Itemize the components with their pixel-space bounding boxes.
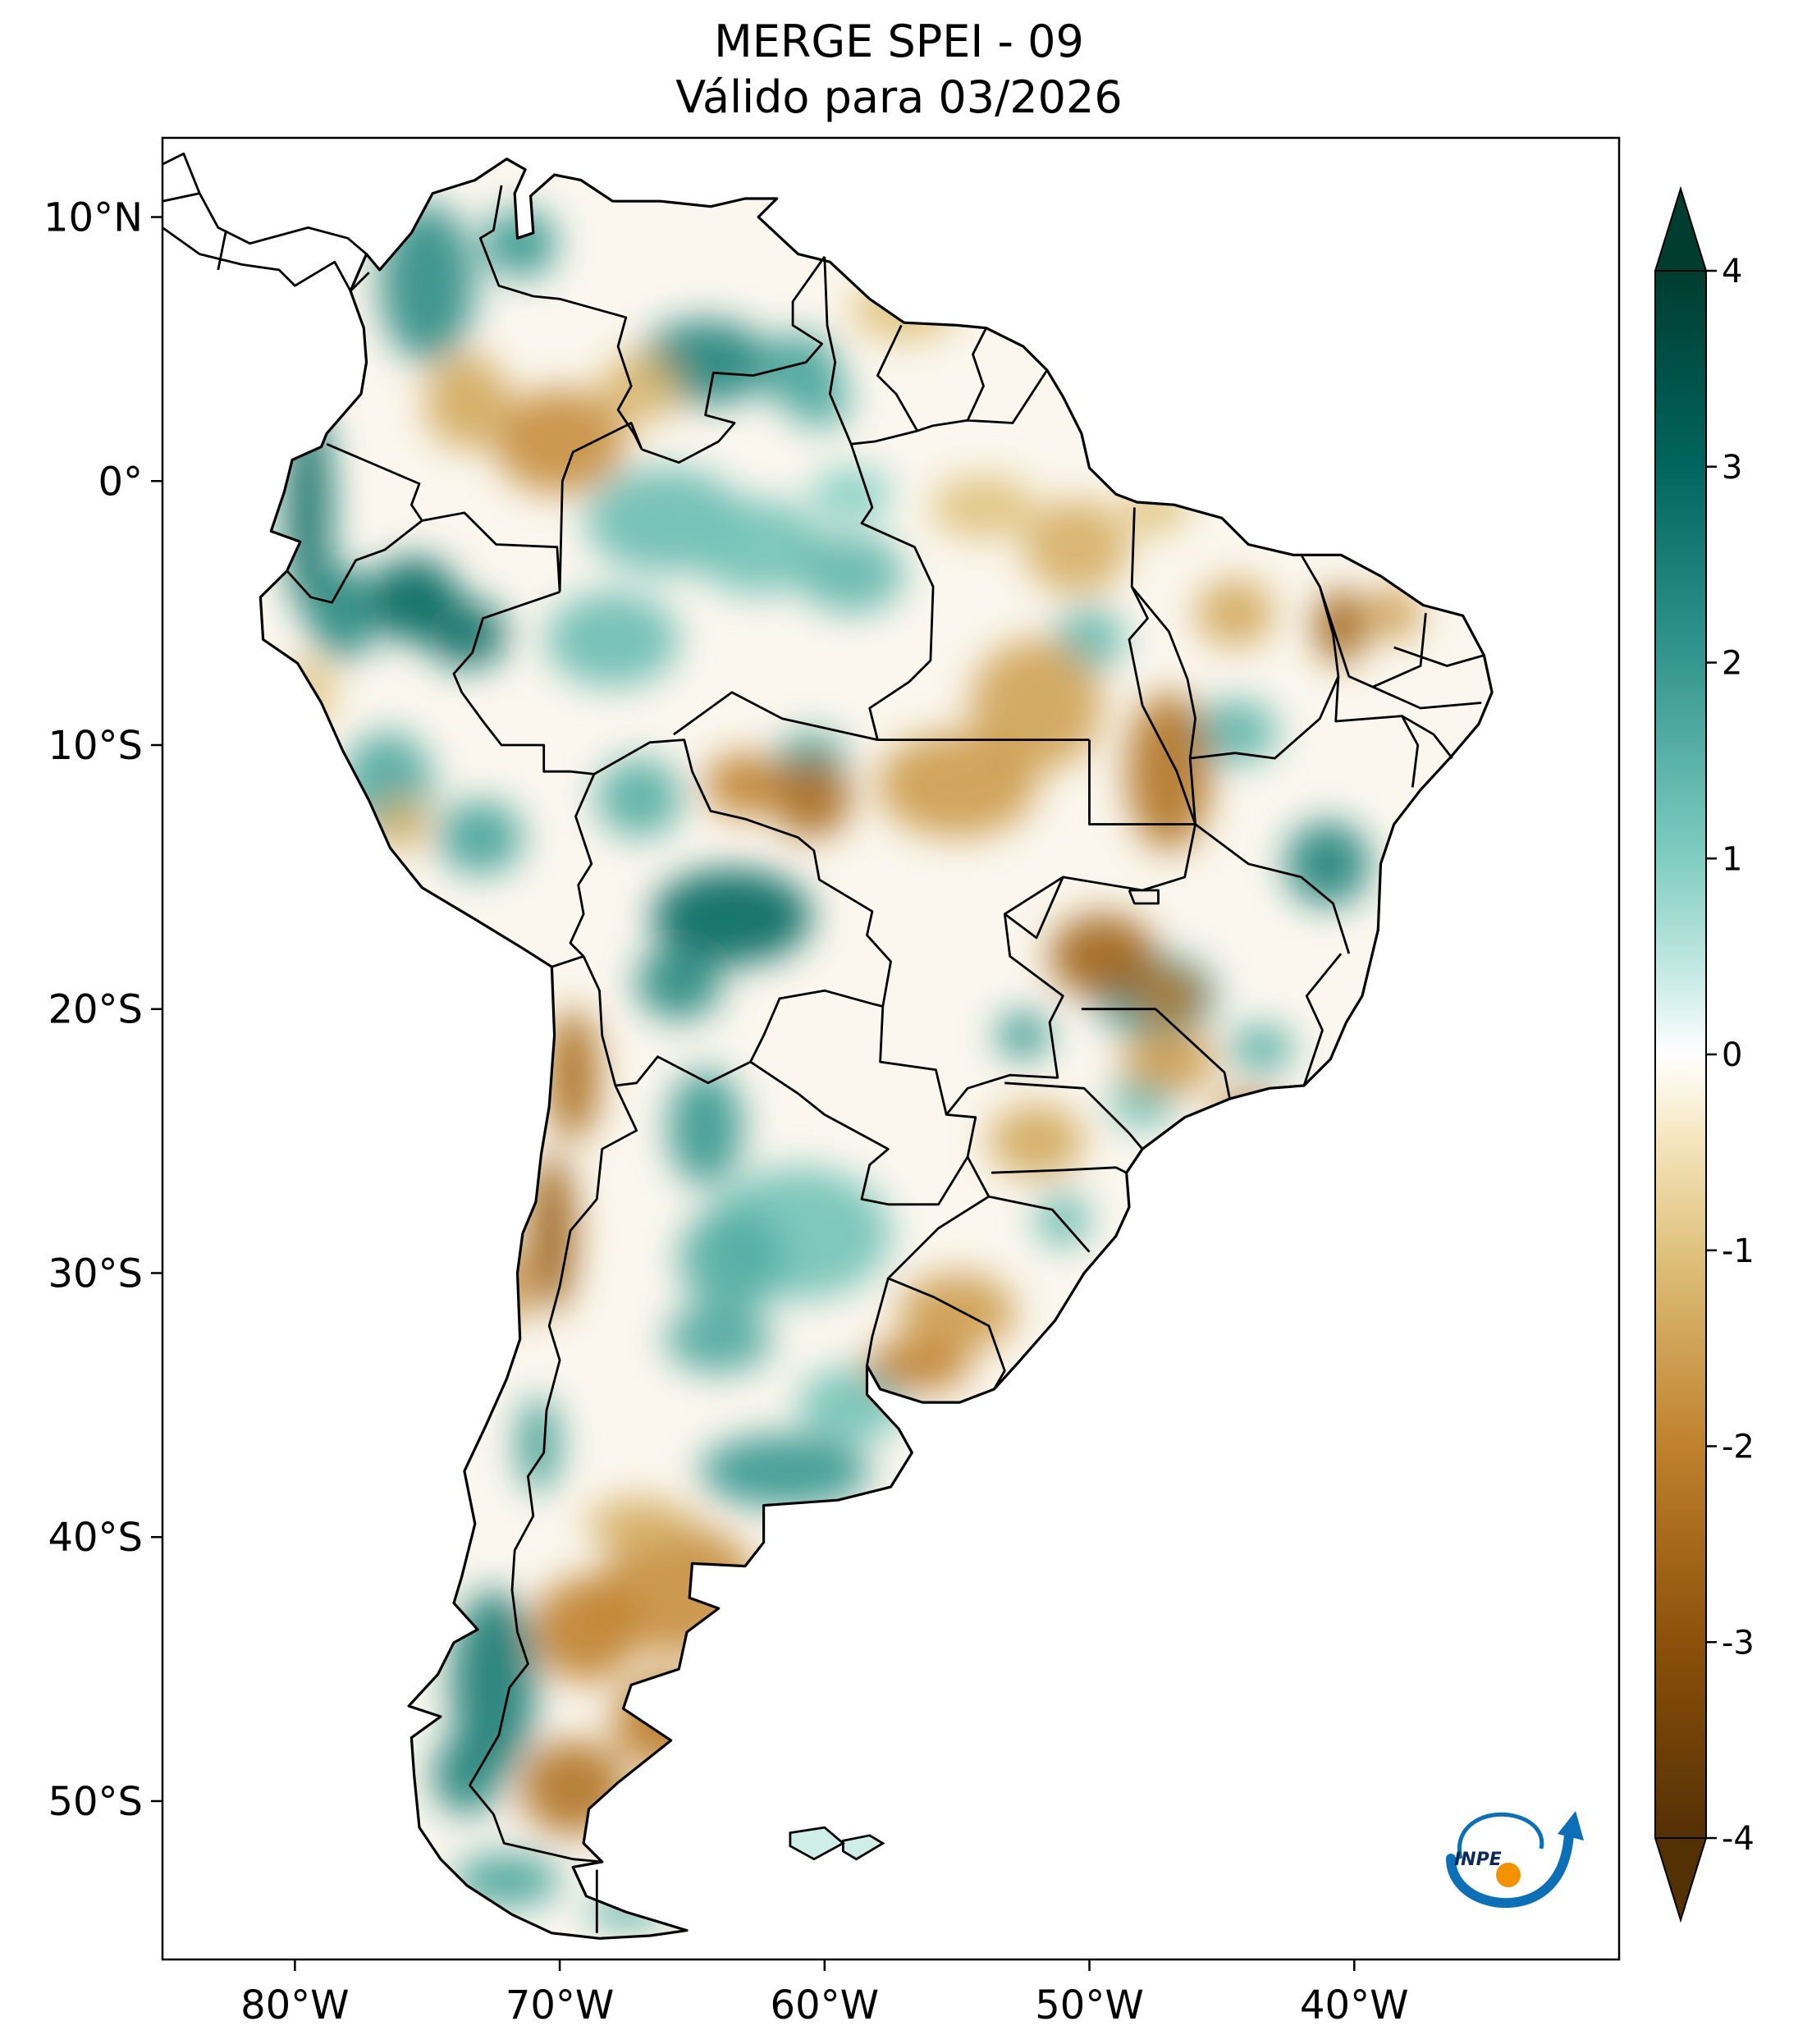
spei-patch [533, 1576, 639, 1683]
spei-patch [437, 800, 523, 875]
colorbar-tick-label: -1 [1722, 1232, 1755, 1270]
spei-patch [996, 1011, 1050, 1059]
inpe-logo: INPE [1446, 1811, 1584, 1908]
lat-tick-label: 10°N [43, 195, 143, 241]
spei-patch [493, 388, 626, 495]
spei-patch [451, 1589, 537, 1775]
colorbar-tick-label: 3 [1722, 449, 1742, 487]
lon-tick-label: 40°W [1300, 1982, 1409, 2028]
spei-patch [1285, 821, 1370, 907]
spei-patch [1229, 1025, 1294, 1072]
spei-patch [586, 1497, 693, 1551]
lon-tick-label: 60°W [771, 1982, 880, 2028]
spei-field [281, 203, 1421, 1928]
lat-tick-label: 10°S [48, 723, 143, 769]
latitude-axis: 10°N 0° 10°S 20°S 30°S 40°S 50°S [43, 195, 162, 1825]
lat-tick-label: 30°S [48, 1251, 143, 1296]
spei-patch [432, 1735, 502, 1815]
spei-patch [679, 1207, 785, 1313]
spei-patch [931, 475, 1036, 540]
logo-swoosh-icon [1446, 1829, 1574, 1908]
spei-patch [811, 468, 891, 521]
spei-patch [877, 732, 1036, 838]
colorbar-tick-label: -3 [1722, 1624, 1755, 1662]
spei-patch [1050, 913, 1156, 999]
falkland-islands [789, 1826, 885, 1861]
colorbar-tick-label: 4 [1722, 253, 1742, 290]
spei-patch [668, 1069, 743, 1187]
colorbar: 4 3 2 1 0 -1 -2 -3 -4 [1654, 185, 1755, 1923]
spei-patch [652, 869, 812, 964]
spei-patch [1121, 1030, 1217, 1094]
spei-patch [705, 752, 785, 816]
lat-tick-label: 20°S [48, 987, 143, 1033]
spei-patch [528, 1154, 576, 1313]
spei-patch [798, 533, 904, 614]
spei-patch [597, 758, 682, 838]
colorbar-extend-max [1654, 185, 1708, 272]
spei-patch [700, 1434, 870, 1508]
spei-patch [864, 1338, 971, 1392]
colorbar-tick-label: 2 [1722, 645, 1742, 683]
spei-patch [666, 1305, 772, 1374]
spei-patch [636, 945, 721, 1020]
spei-patch [599, 354, 679, 423]
logo-orbit-icon [1457, 1812, 1544, 1859]
longitude-axis: 80°W 70°W 60°W 50°W 40°W [240, 1959, 1409, 2028]
spei-patch [899, 1273, 1016, 1352]
logo-sun-icon [1496, 1863, 1521, 1887]
colorbar-tick-label: -4 [1722, 1820, 1755, 1858]
spei-patch [692, 499, 825, 595]
land-base [260, 158, 1493, 1939]
lon-tick-label: 80°W [240, 1982, 350, 2028]
logo-arrow-icon [1558, 1811, 1584, 1841]
spei-patch [970, 639, 1103, 772]
lat-tick-label: 0° [98, 459, 143, 505]
political-borders [162, 152, 1485, 1933]
spei-patch [546, 592, 679, 688]
spei-patch [546, 1008, 600, 1141]
colorbar-tick-label: 0 [1722, 1036, 1742, 1074]
logo-text: INPE [1454, 1850, 1502, 1870]
colorbar-tick-label: -2 [1722, 1429, 1755, 1466]
spei-patch [1192, 700, 1278, 764]
spei-patch [374, 798, 428, 851]
spei-patch [424, 354, 510, 450]
colorbar-tick-label: 1 [1722, 840, 1742, 878]
spei-patch [1134, 969, 1204, 1022]
map-frame [161, 136, 1621, 1961]
spei-patch [308, 565, 377, 661]
lat-tick-label: 40°S [48, 1515, 143, 1561]
spei-patch [483, 208, 557, 278]
lat-tick-label: 50°S [48, 1779, 143, 1825]
spei-patch [787, 375, 852, 428]
spei-patch [771, 758, 852, 838]
map-title-line2: Válido para 03/2026 [675, 71, 1123, 123]
lon-tick-label: 70°W [506, 1982, 615, 2028]
spei-patch [1195, 578, 1275, 647]
lon-tick-label: 50°W [1035, 1982, 1144, 2028]
colorbar-bar [1654, 270, 1707, 1839]
spei-patch [1367, 586, 1421, 640]
colorbar-extend-min [1654, 1837, 1708, 1923]
map-title-line1: MERGE SPEI - 09 [714, 16, 1084, 67]
coastline [258, 158, 1494, 1940]
spei-patch [517, 1397, 560, 1493]
spei-patch [1023, 499, 1129, 595]
spei-patch [988, 1104, 1085, 1178]
